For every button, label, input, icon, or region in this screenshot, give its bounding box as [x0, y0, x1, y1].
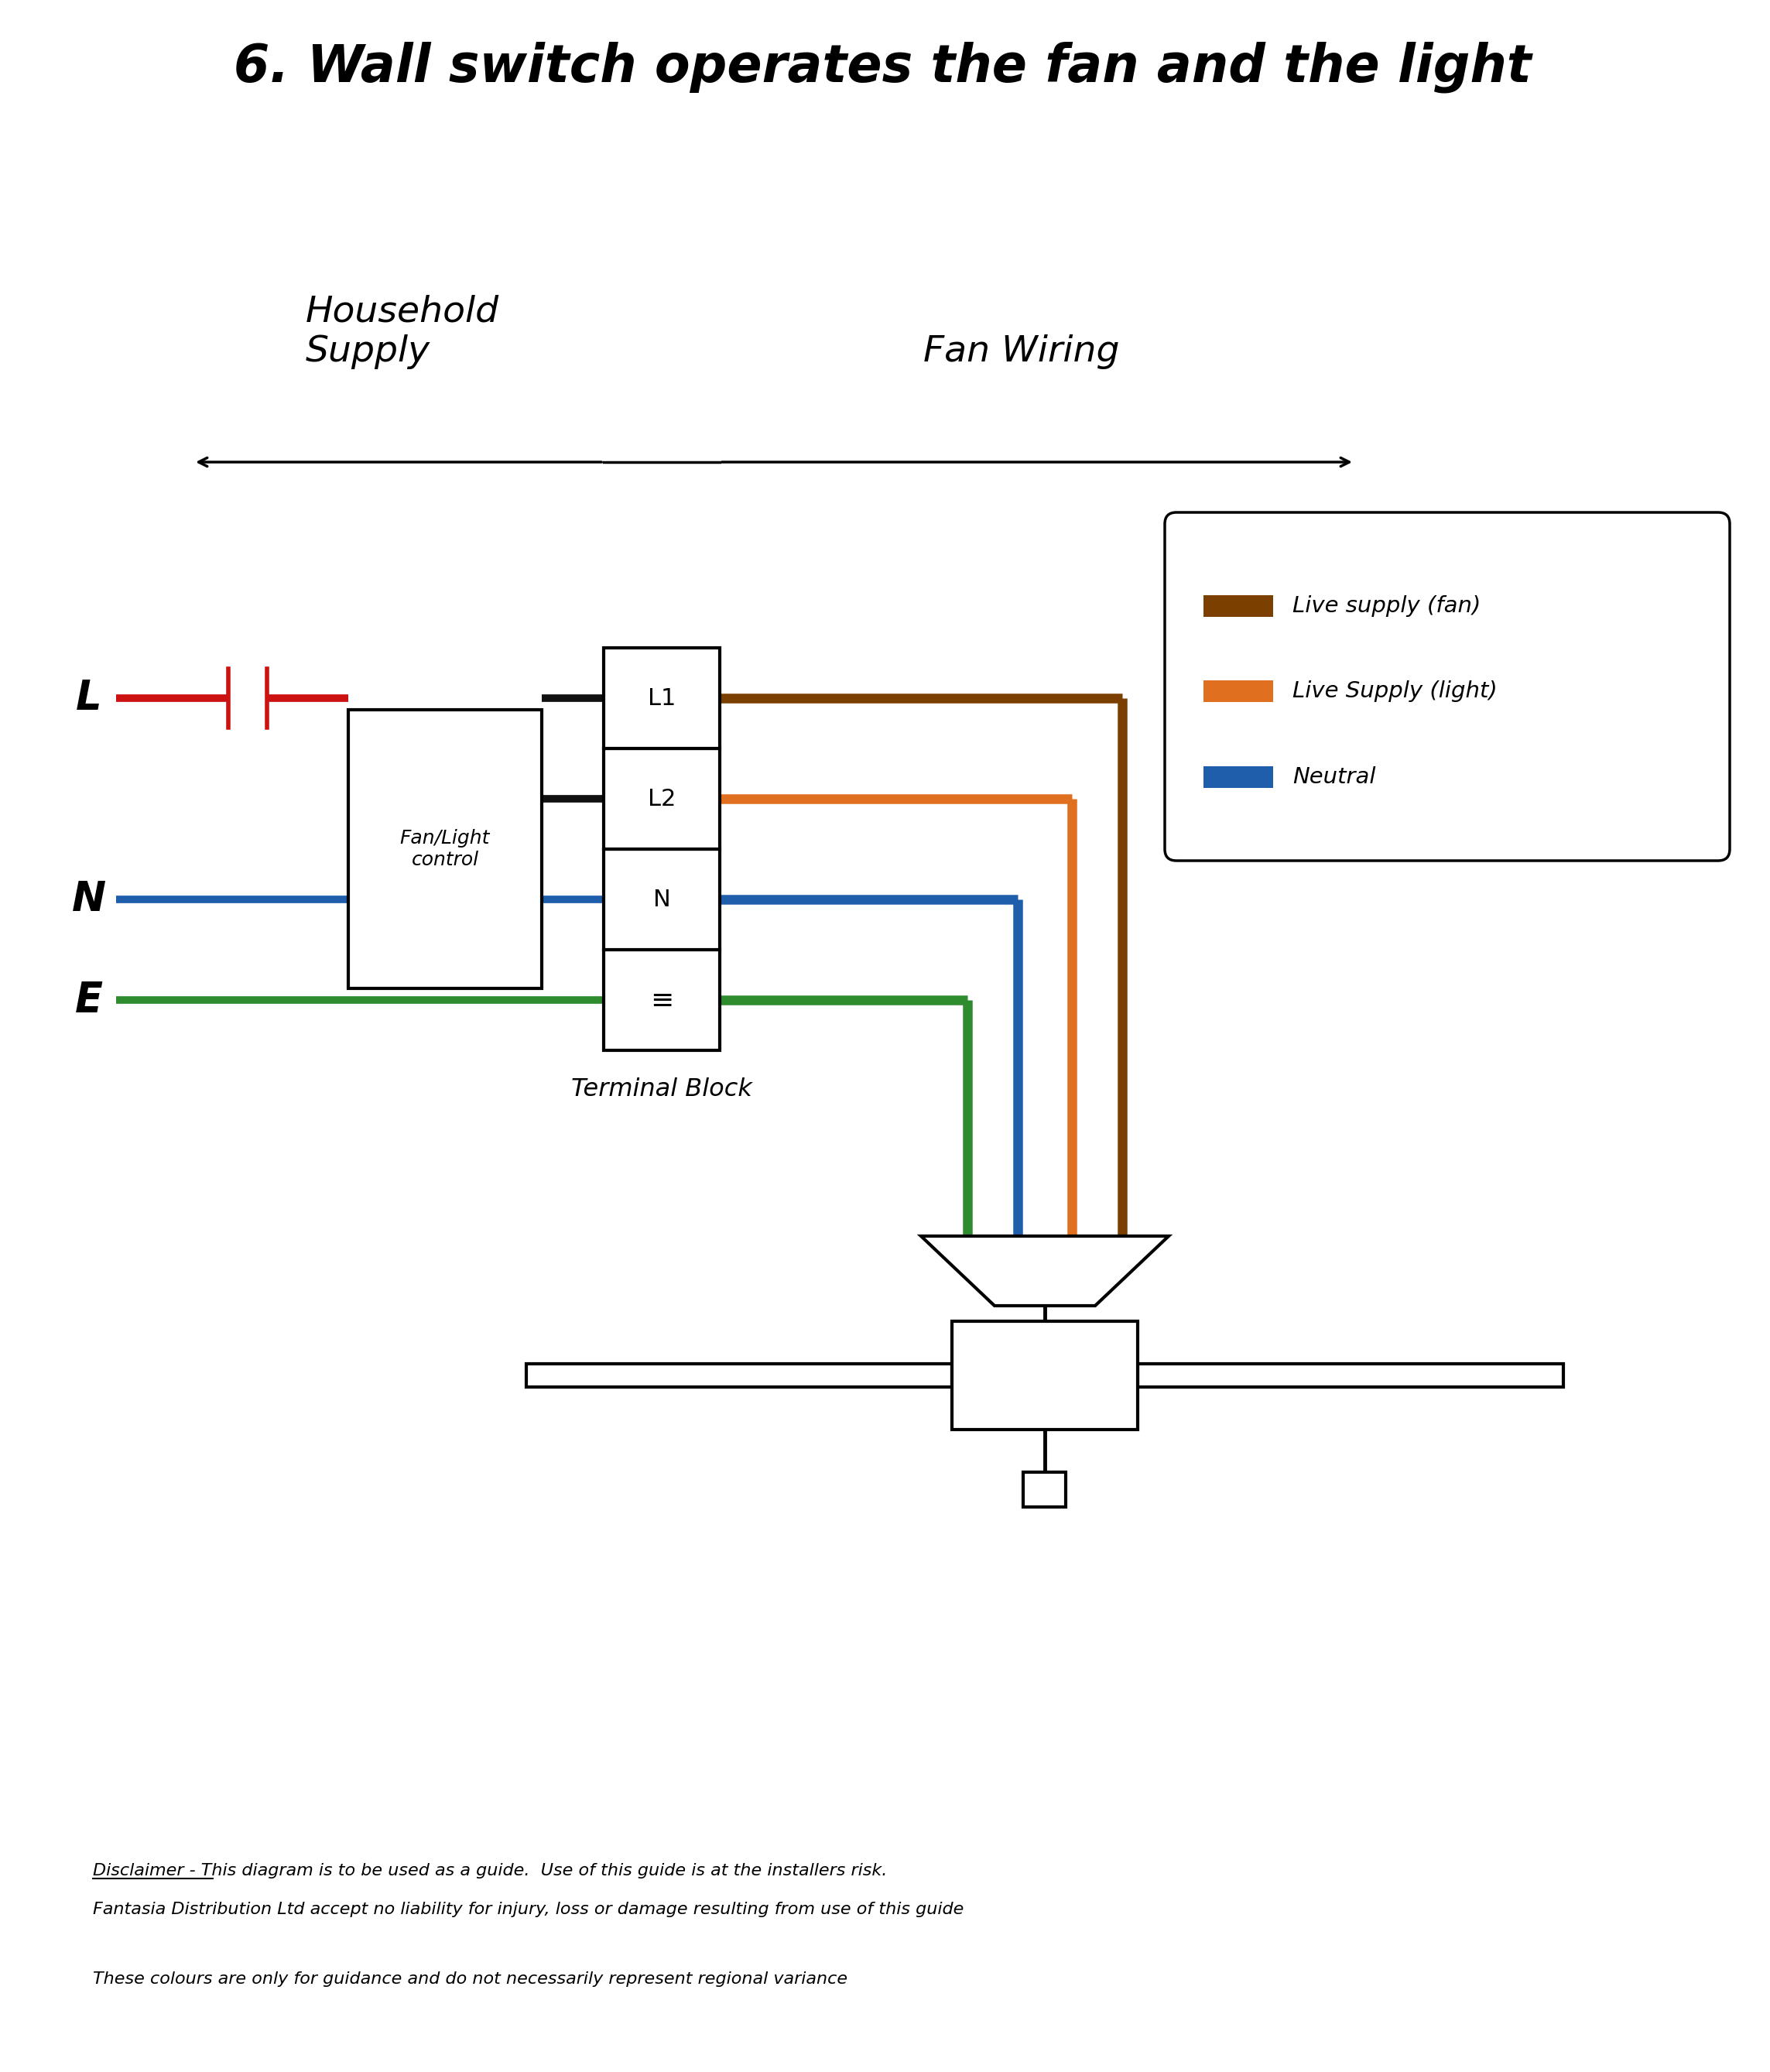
- Text: Live Supply (light): Live Supply (light): [1292, 680, 1497, 702]
- Bar: [604, 949, 720, 1051]
- Bar: [526, 1363, 952, 1386]
- FancyBboxPatch shape: [1165, 512, 1729, 860]
- Text: Household
Supply: Household Supply: [306, 294, 499, 369]
- Text: N: N: [653, 889, 671, 910]
- Text: Disclaimer - This diagram is to be used as a guide.  Use of this guide is at the: Disclaimer - This diagram is to be used …: [92, 1863, 887, 1879]
- Bar: [1023, 1471, 1066, 1506]
- Bar: [604, 850, 720, 949]
- Polygon shape: [920, 1237, 1168, 1305]
- Bar: [952, 1322, 1138, 1430]
- Text: Fantasia Distribution Ltd accept no liability for injury, loss or damage resulti: Fantasia Distribution Ltd accept no liab…: [92, 1902, 965, 1917]
- Bar: [1204, 595, 1273, 617]
- Bar: [604, 649, 720, 748]
- Text: E: E: [74, 980, 103, 1019]
- Bar: [1138, 1363, 1563, 1386]
- Bar: [1204, 767, 1273, 787]
- Text: L1: L1: [648, 688, 676, 709]
- Text: L: L: [76, 678, 103, 719]
- Text: Live supply (fan): Live supply (fan): [1292, 595, 1481, 617]
- Text: Neutral: Neutral: [1292, 767, 1375, 787]
- Text: 6. Wall switch operates the fan and the light: 6. Wall switch operates the fan and the …: [234, 41, 1531, 93]
- Bar: [349, 711, 542, 988]
- Text: These colours are only for guidance and do not necessarily represent regional va: These colours are only for guidance and …: [92, 1970, 848, 1987]
- Text: Terminal Block: Terminal Block: [572, 1077, 752, 1102]
- Text: Fan Wiring: Fan Wiring: [924, 334, 1120, 369]
- Text: L2: L2: [648, 787, 676, 810]
- Text: N: N: [73, 879, 106, 920]
- Bar: [604, 748, 720, 850]
- Text: ≡: ≡: [650, 986, 673, 1013]
- Bar: [1204, 680, 1273, 702]
- Text: Fan/Light
control: Fan/Light control: [400, 829, 490, 868]
